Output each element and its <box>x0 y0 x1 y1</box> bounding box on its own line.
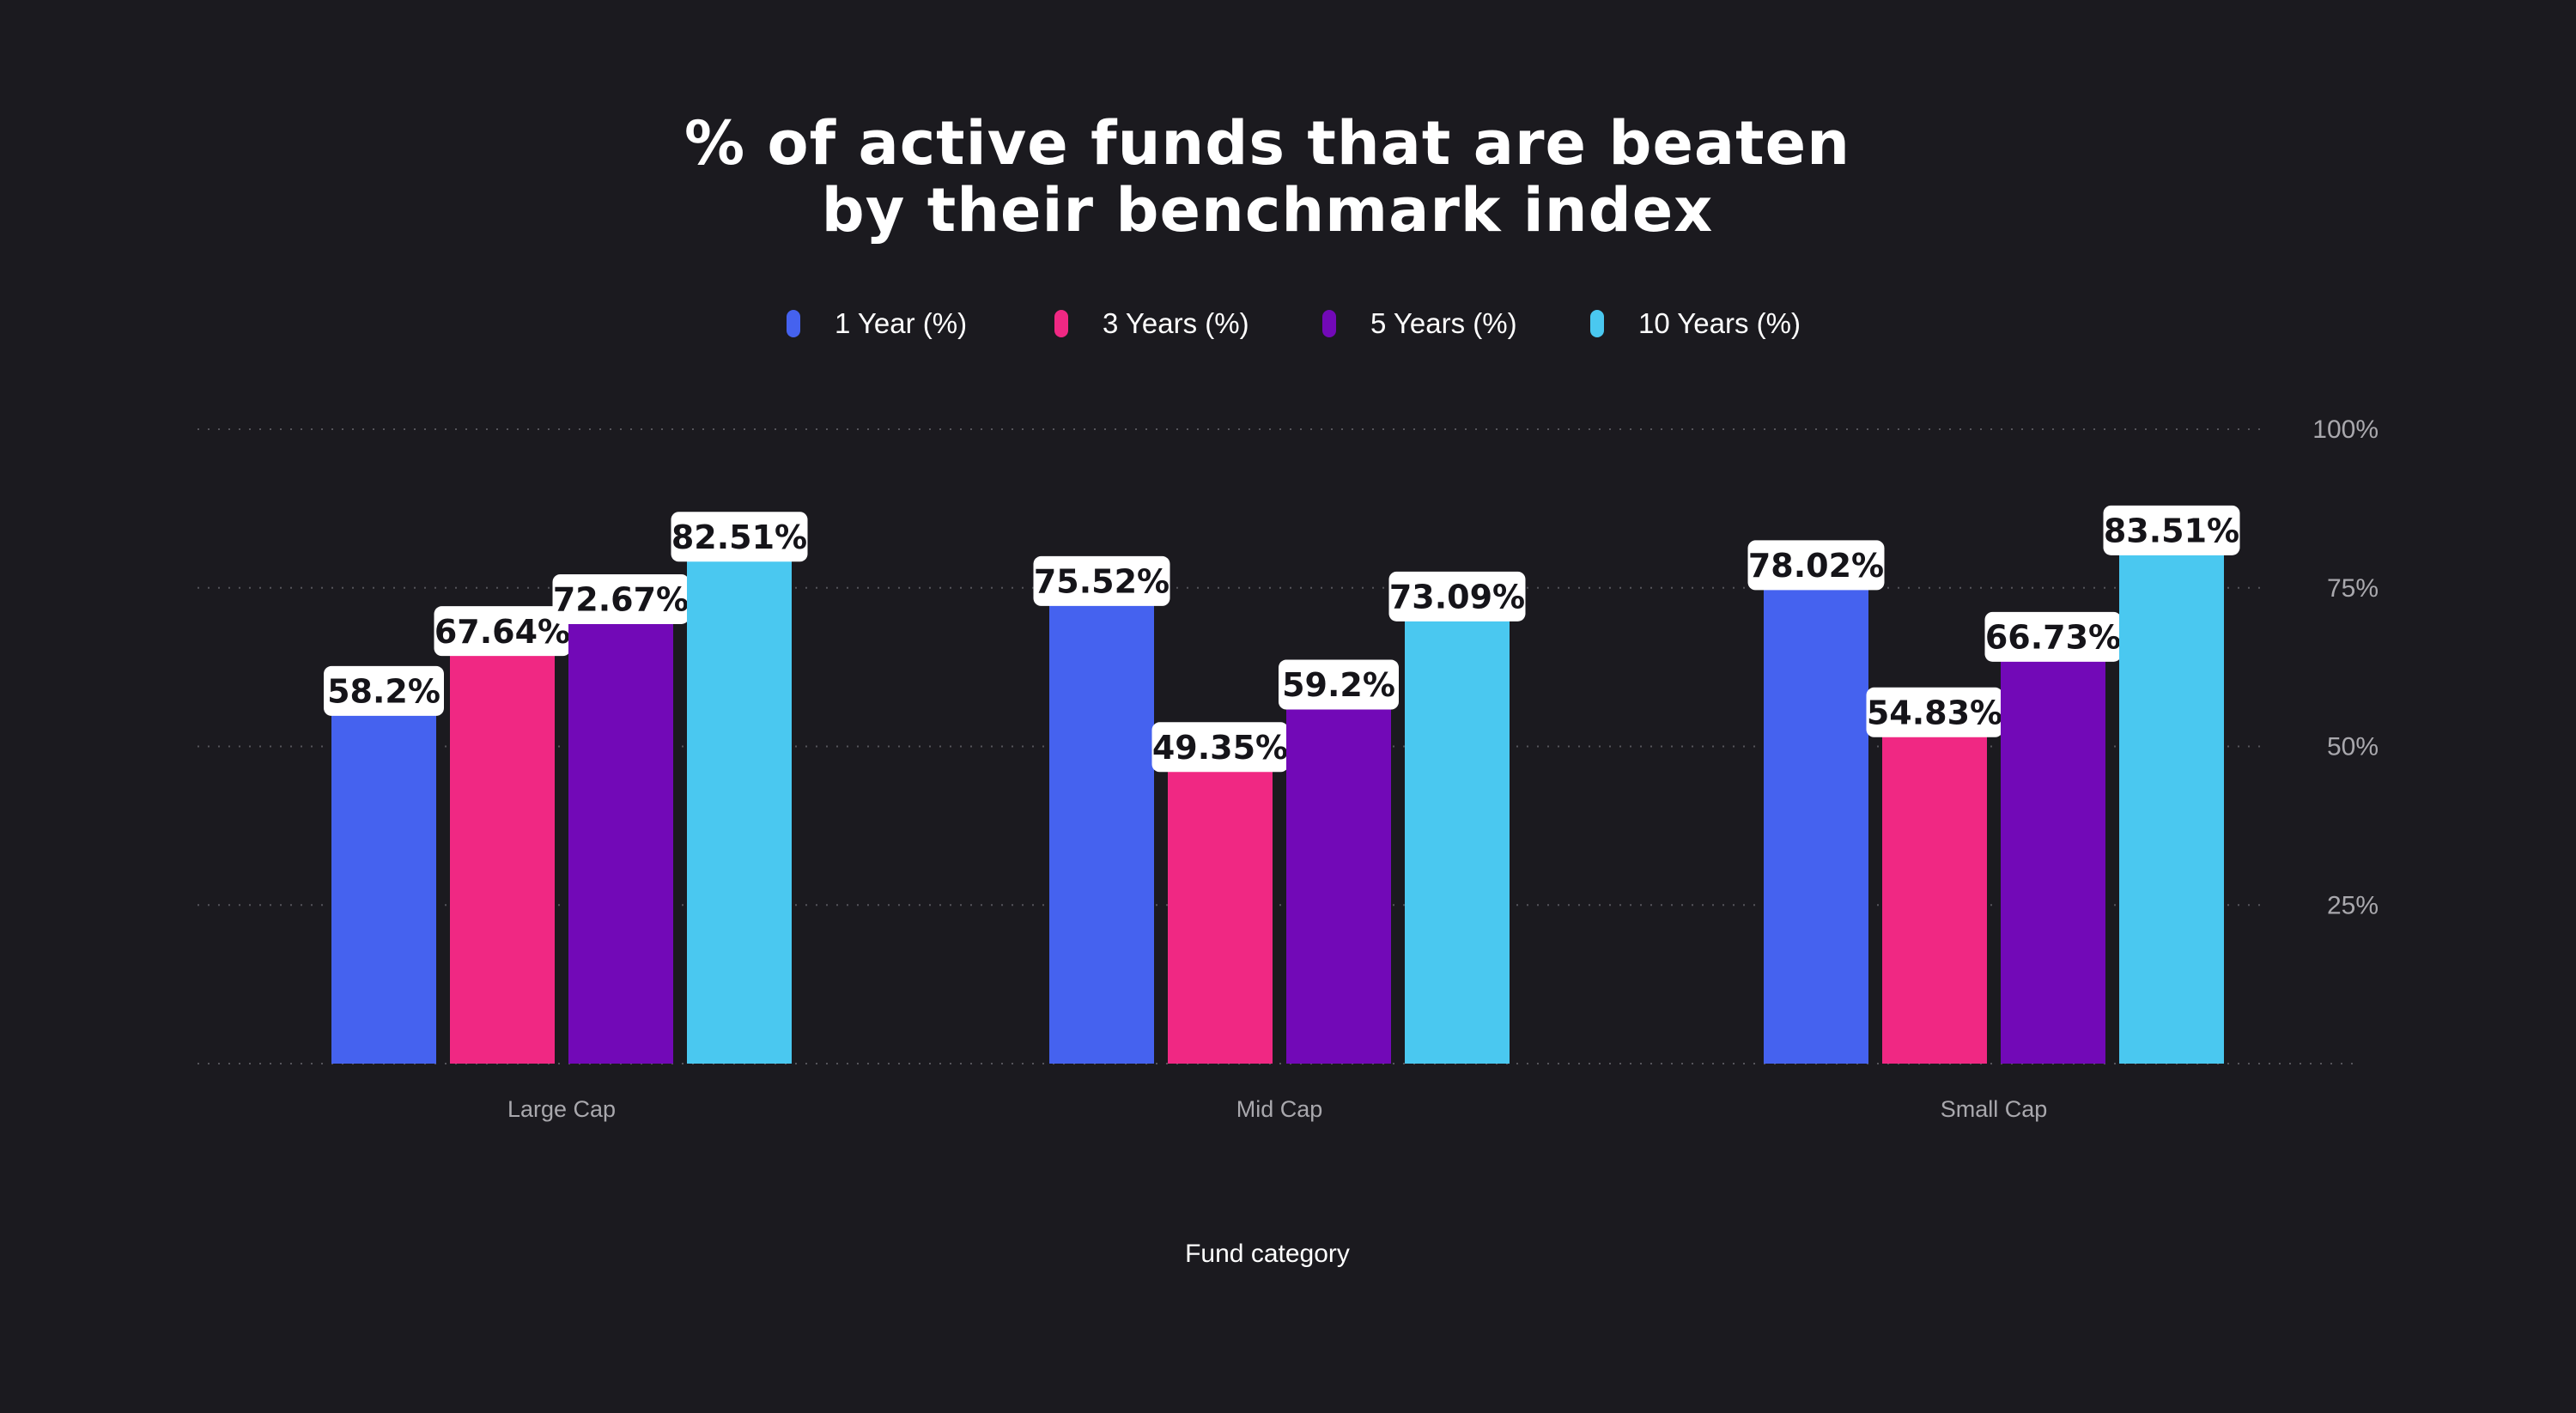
data-label-mid-cap-3-years: 49.35% <box>1152 729 1288 767</box>
data-label-bg-mid-cap-1-year <box>1033 555 1170 606</box>
data-label-large-cap-5-years: 72.67% <box>553 581 689 619</box>
legend-item-1-year[interactable]: 1 Year (%) <box>787 302 967 345</box>
data-label-large-cap-1-year: 58.2% <box>327 673 440 711</box>
data-label-mid-cap-5-years: 59.2% <box>1282 666 1395 704</box>
y-tick-label-25: 25% <box>2327 891 2379 919</box>
legend-label-1-year: 1 Year (%) <box>835 307 968 339</box>
bar-small-cap-3-years <box>1882 715 1987 1064</box>
data-label-bg-large-cap-10-years <box>671 512 808 562</box>
legend-swatch-5-years <box>1322 310 1336 337</box>
bar-small-cap-5-years <box>2001 640 2105 1064</box>
y-tick-label-50: 50% <box>2327 733 2379 761</box>
data-label-large-cap-3-years: 67.64% <box>434 613 570 651</box>
legend-swatch-10-years <box>1590 310 1604 337</box>
bar-mid-cap-3-years <box>1168 750 1273 1064</box>
bar-large-cap-5-years <box>568 602 673 1064</box>
data-label-bg-small-cap-5-years <box>1984 611 2122 662</box>
bar-large-cap-10-years <box>687 540 792 1064</box>
legend-label-3-years: 3 Years (%) <box>1103 307 1249 339</box>
y-tick-label-75: 75% <box>2327 574 2379 603</box>
data-label-small-cap-1-year: 78.02% <box>1748 547 1884 585</box>
data-label-small-cap-5-years: 66.73% <box>1985 619 2121 657</box>
bar-large-cap-1-year <box>331 694 436 1064</box>
chart-title-line-2: by their benchmark index <box>821 175 1714 246</box>
data-label-large-cap-10-years: 82.51% <box>671 519 807 556</box>
x-tick-label-small-cap: Small Cap <box>1941 1096 2048 1122</box>
data-label-bg-large-cap-3-years <box>434 606 571 657</box>
chart-legend: 1 Year (%) 3 Years (%) 5 Years (%) 10 Ye… <box>0 302 2535 345</box>
data-label-bg-large-cap-1-year <box>324 665 444 716</box>
data-label-bg-mid-cap-5-years <box>1279 659 1399 710</box>
bar-mid-cap-5-years <box>1286 688 1391 1064</box>
y-tick-label-100: 100% <box>2312 415 2379 444</box>
legend-item-5-years[interactable]: 5 Years (%) <box>1322 302 1517 345</box>
data-label-bg-mid-cap-10-years <box>1388 571 1526 622</box>
bar-mid-cap-10-years <box>1405 599 1510 1064</box>
bar-small-cap-10-years <box>2119 533 2224 1064</box>
legend-label-10-years: 10 Years (%) <box>1638 307 1801 339</box>
data-label-bg-mid-cap-3-years <box>1151 722 1289 773</box>
x-tick-label-mid-cap: Mid Cap <box>1236 1096 1323 1122</box>
legend-swatch-1-year <box>787 310 800 337</box>
legend-item-10-years[interactable]: 10 Years (%) <box>1590 302 1801 345</box>
x-tick-label-large-cap: Large Cap <box>507 1096 616 1122</box>
data-label-bg-small-cap-1-year <box>1747 540 1885 591</box>
data-label-mid-cap-10-years: 73.09% <box>1389 579 1525 616</box>
data-label-bg-small-cap-3-years <box>1866 687 2003 737</box>
data-label-mid-cap-1-year: 75.52% <box>1034 563 1170 601</box>
data-label-small-cap-3-years: 54.83% <box>1867 694 2002 731</box>
legend-label-5-years: 5 Years (%) <box>1370 307 1517 339</box>
legend-item-3-years[interactable]: 3 Years (%) <box>1054 302 1249 345</box>
data-label-bg-large-cap-5-years <box>552 573 690 624</box>
bar-mid-cap-1-year <box>1049 584 1154 1064</box>
bar-large-cap-3-years <box>450 634 555 1064</box>
x-axis-title: Fund category <box>1185 1240 1350 1268</box>
chart-title-line-1: % of active funds that are beaten <box>684 108 1850 179</box>
legend-swatch-3-years <box>1054 310 1068 337</box>
bar-small-cap-1-year <box>1764 568 1868 1064</box>
data-label-bg-small-cap-10-years <box>2103 505 2240 555</box>
chart-title: % of active funds that are beaten by the… <box>0 110 2535 244</box>
data-label-small-cap-10-years: 83.51% <box>2104 512 2239 550</box>
